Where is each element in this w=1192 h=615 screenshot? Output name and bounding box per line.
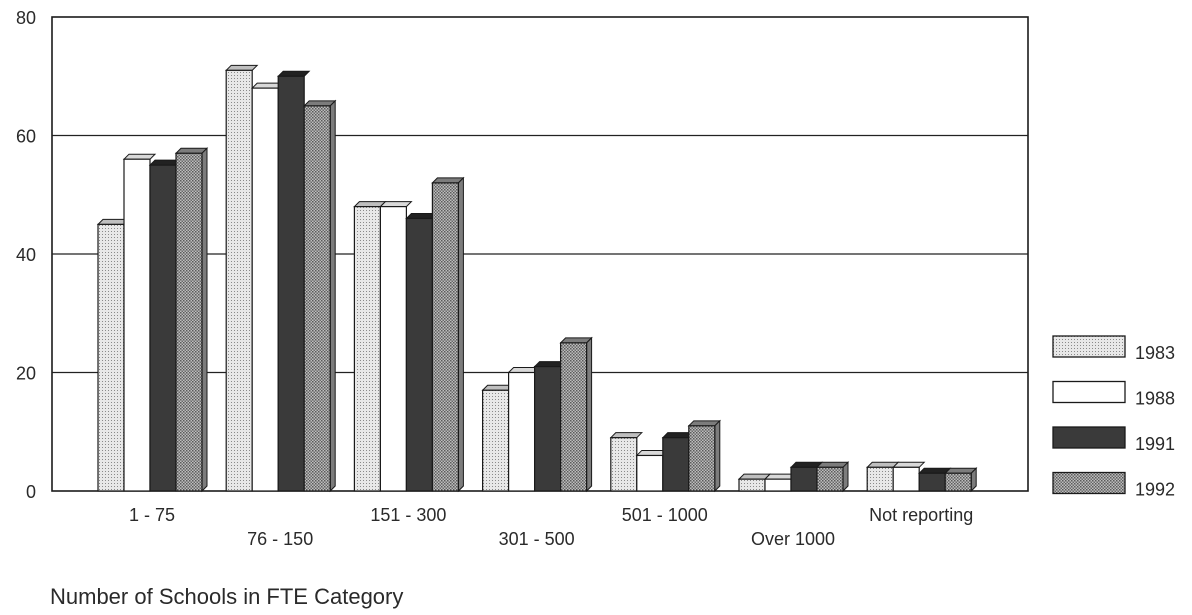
bar-1992-7 xyxy=(943,467,978,493)
x-tick-label: 1 - 75 xyxy=(129,505,175,525)
x-axis: 1 - 75 76 - 150 151 - 300 301 - 500 501 - 10… xyxy=(129,505,973,549)
bar-1988-1 xyxy=(122,153,157,492)
bar-1992-4 xyxy=(559,336,593,493)
bar-1983-1 xyxy=(96,218,131,492)
y-tick-label: 80 xyxy=(16,8,36,28)
y-tick-label: 40 xyxy=(16,245,36,265)
legend-swatch-1983 xyxy=(1052,335,1126,358)
bar-1983-4 xyxy=(481,384,515,492)
legend-label-1991: 1991 xyxy=(1135,434,1175,454)
legend-label-1983: 1983 xyxy=(1135,343,1175,363)
y-tick-label: 20 xyxy=(16,364,36,384)
bar-1991-4 xyxy=(533,361,567,492)
bar-1988-2 xyxy=(250,82,285,492)
chart-caption: Number of Schools in FTE Category xyxy=(50,584,404,609)
legend-label-1988: 1988 xyxy=(1135,389,1175,409)
legend-swatch-1988 xyxy=(1052,380,1126,404)
bar-1992-3 xyxy=(431,176,465,493)
legend-swatch-1991 xyxy=(1052,426,1126,449)
legend: 1983 1988 1991 1992 xyxy=(1052,335,1175,500)
y-tick-label: 60 xyxy=(16,127,36,147)
y-axis: 0 20 40 60 80 xyxy=(16,8,36,502)
x-tick-label: 151 - 300 xyxy=(370,505,446,525)
x-tick-label: Over 1000 xyxy=(751,529,835,549)
bar-1983-5 xyxy=(609,432,644,492)
legend-swatch-1992 xyxy=(1052,471,1126,495)
bar-1991-2 xyxy=(276,70,311,492)
x-tick-label: 301 - 500 xyxy=(499,529,575,549)
bar-1991-5 xyxy=(661,432,696,492)
x-tick-label: 76 - 150 xyxy=(247,529,313,549)
bars xyxy=(96,64,978,493)
bar-1992-5 xyxy=(687,419,722,493)
x-tick-label: 501 - 1000 xyxy=(622,505,708,525)
bar-1991-3 xyxy=(405,212,439,492)
legend-label-1992: 1992 xyxy=(1135,480,1175,500)
bar-1992-6 xyxy=(815,461,850,493)
bar-1991-7 xyxy=(917,467,952,492)
x-tick-label: Not reporting xyxy=(869,505,973,525)
bar-1988-4 xyxy=(507,367,541,492)
bar-1992-2 xyxy=(302,99,337,493)
bar-1988-3 xyxy=(379,201,413,492)
y-tick-label: 0 xyxy=(26,482,36,502)
bar-1992-1 xyxy=(174,147,209,493)
